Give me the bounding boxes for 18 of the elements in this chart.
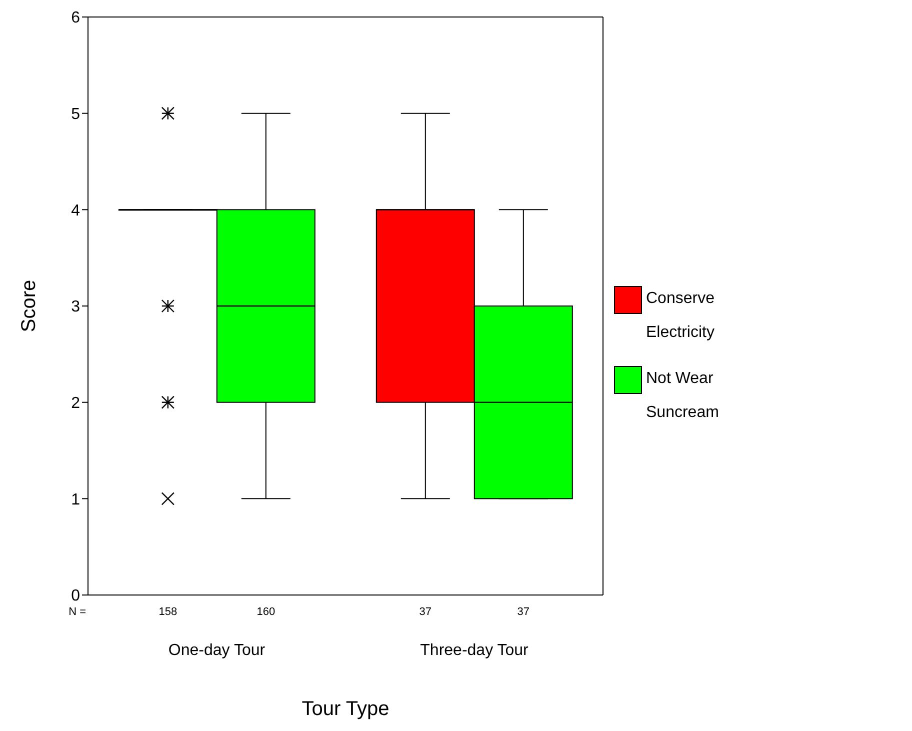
y-axis-title: Score	[18, 280, 40, 332]
x-axis-title: Tour Type	[302, 698, 390, 720]
y-tick-label: 1	[71, 491, 80, 508]
y-tick-label: 0	[71, 588, 80, 605]
text: N =	[68, 606, 86, 618]
text: 37	[517, 606, 530, 618]
y-tick-label: 3	[71, 298, 80, 316]
y-tick-label: 5	[71, 106, 80, 124]
x-tick-label: Three-day Tour	[420, 642, 530, 659]
legend-label: Not Wear Suncream	[646, 368, 720, 422]
y-tick-label: 6	[71, 10, 80, 27]
y-tick-label: 2	[71, 395, 80, 412]
legend-label: Conserve Electricity	[646, 288, 716, 342]
text: 158	[158, 606, 178, 618]
y-tick-label: 4	[71, 202, 80, 220]
x-tick-label: One-day Tour	[168, 642, 266, 659]
text: 37	[419, 606, 432, 618]
text: 160	[256, 606, 276, 618]
